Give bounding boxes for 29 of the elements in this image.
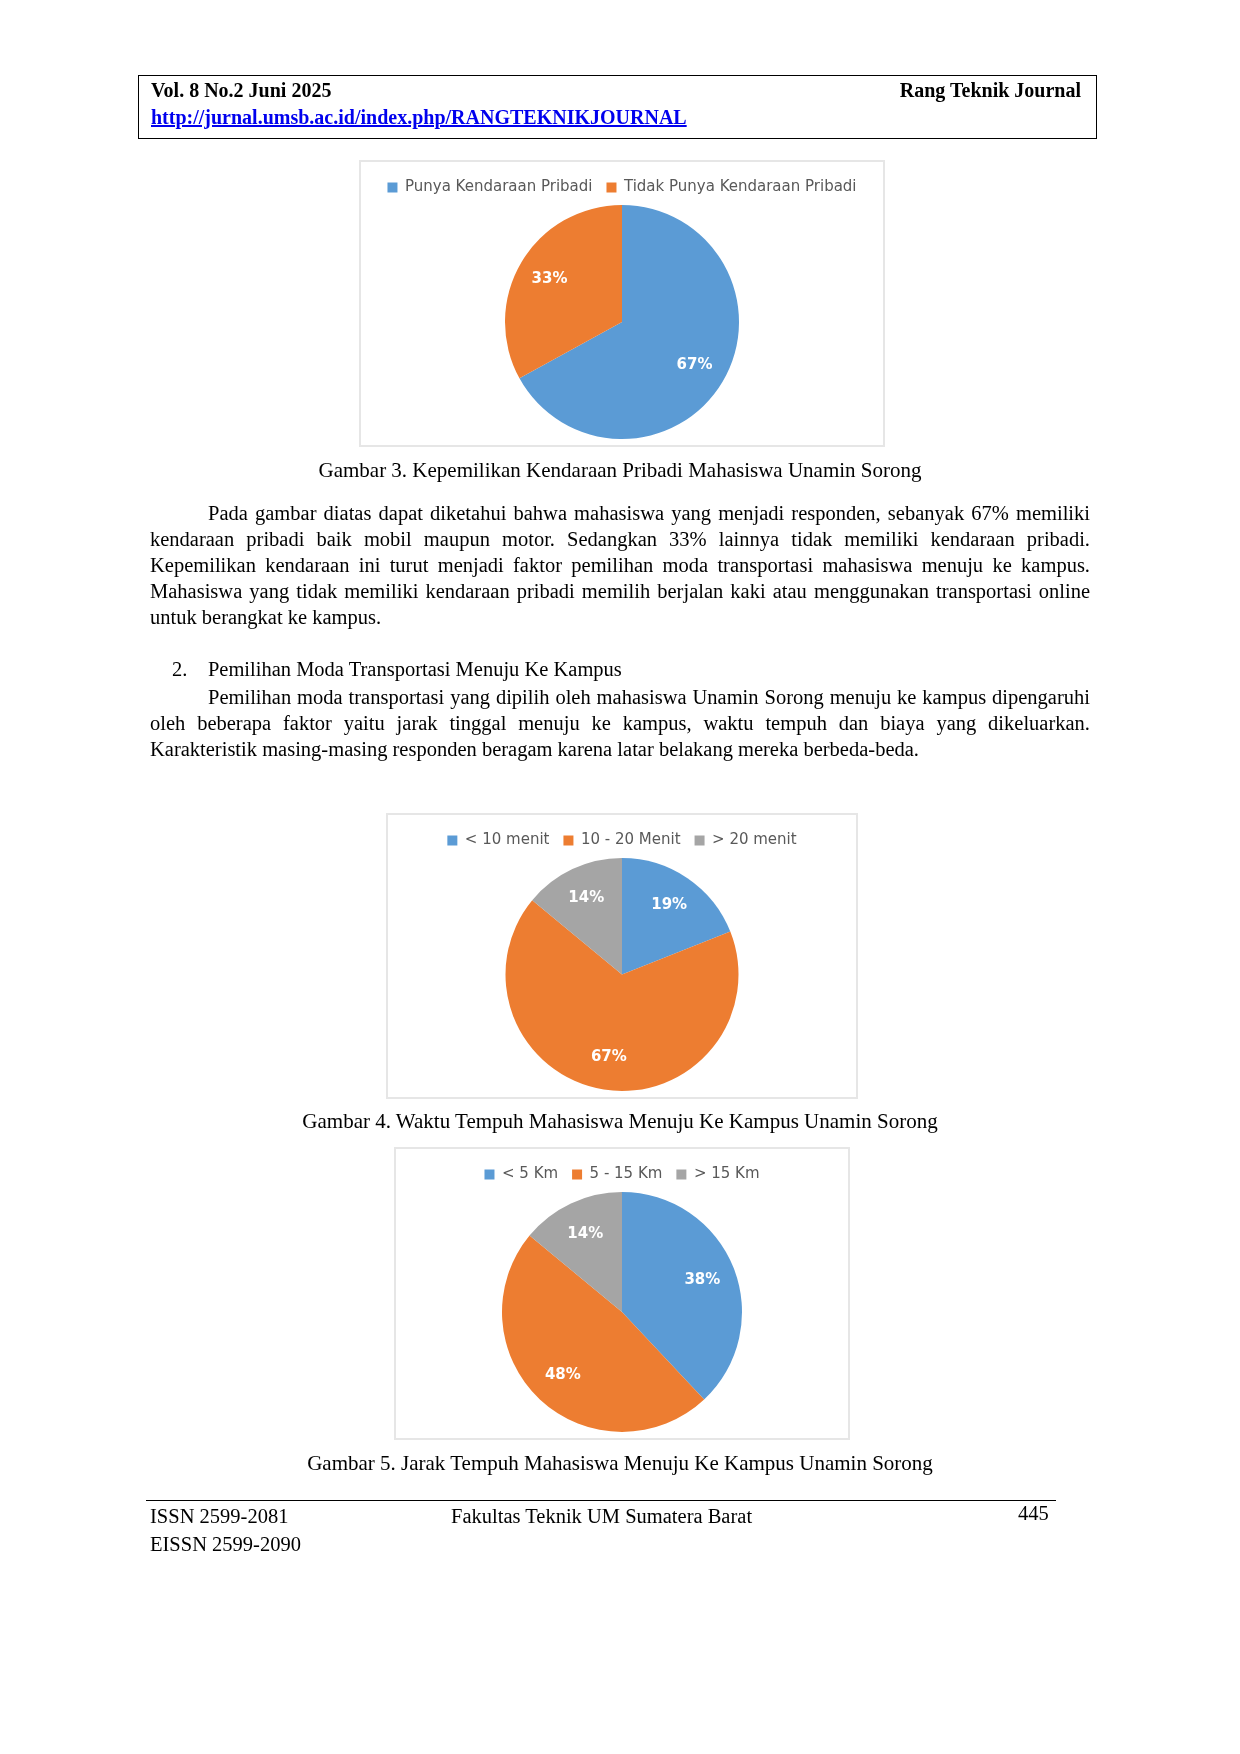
legend-label: < 10 menit [464,830,550,849]
data-label: 38% [684,1270,721,1289]
data-label: 67% [590,1047,627,1066]
legend-label: < 5 Km [501,1164,559,1183]
text: Gambar 5. Jarak Tempuh Mahasiswa Menuju Ke Kampus Unamin Sorong [306,1451,934,1476]
legend-label: 5 - 15 Km [589,1164,663,1183]
text: Gambar 4. Waktu Tempuh Mahasiswa Menuju Ke Kampus Unamin Sorong [301,1109,939,1134]
text: Fakultas Teknik UM Sumatera Barat [451,1505,753,1528]
text: Gambar 3. Kepemilikan Kendaraan Pribadi Mahasiswa Unamin Sorong [317,458,923,483]
text: 445 [1018,1502,1049,1525]
text: http://jurnal.umsb.ac.id/index.php/RANGTEKNIKJOURNAL [151,106,687,129]
data-label: 19% [651,895,688,914]
text: Pemilihan moda transportasi yang dipilih oleh mahasiswa Unamin Sorong menuju ke kampus dipengaruhi oleh beberapa faktor yaitu jarak tinggal menuju ke kampus, waktu tempuh dan biaya yang dikeluarkan. Karakteristik masing-masing responden beragam karena latar belakang mereka berbeda-beda. [150,685,1090,762]
data-label: 67% [676,354,713,373]
text: EISSN 2599-2090 [150,1533,301,1556]
text: Rang Teknik Journal [899,79,1081,102]
legend-label: Tidak Punya Kendaraan Pribadi [622,177,857,196]
data-label: 14% [568,888,605,907]
data-label: 48% [544,1364,581,1383]
legend-label: Punya Kendaraan Pribadi [404,177,593,196]
text: 2. Pemilihan Moda Transportasi Menuju Ke Kampus [172,658,622,681]
legend-label: > 15 Km [693,1164,760,1183]
legend-label: 10 - 20 Menit [580,830,681,849]
data-label: 33% [531,269,568,288]
legend-label: > 20 menit [712,830,797,849]
text: ISSN 2599-2081 [150,1505,289,1528]
text: Pada gambar diatas dapat diketahui bahwa mahasiswa yang menjadi responden, sebanyak 67% memiliki kendaraan pribadi baik mobil maupun motor. Sedangkan 33% lainnya tidak memiliki kendaraan pribadi. Kepemilikan kendaraan ini turut menjadi faktor pemilihan moda transportasi mahasiswa menuju ke kampus. Mahasiswa yang tidak memiliki kendaraan pribadi memilih berjalan kaki atau menggunakan transportasi online untuk berangkat ke kampus. [150,501,1090,630]
data-label: 14% [567,1223,604,1242]
text: Vol. 8 No.2 Juni 2025 [151,79,332,102]
